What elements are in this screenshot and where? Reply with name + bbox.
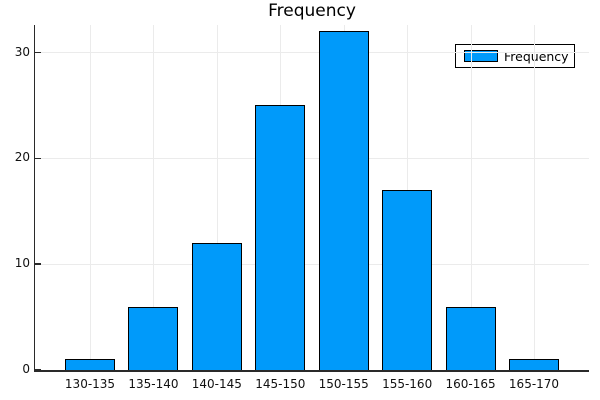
vertical-gridline — [153, 25, 155, 370]
y-axis-line — [33, 25, 35, 372]
chart-title: Frequency — [268, 1, 356, 21]
bar — [128, 306, 179, 370]
bar — [255, 105, 306, 370]
horizontal-gridline — [35, 263, 589, 265]
x-tick-label: 150-155 — [318, 377, 369, 391]
y-tick-label: 10 — [14, 256, 30, 271]
legend-swatch-icon — [464, 50, 498, 62]
y-tick-label: 0 — [22, 362, 30, 376]
vertical-gridline — [90, 25, 91, 370]
x-tick-label: 155-160 — [382, 377, 433, 391]
vertical-gridline — [216, 25, 218, 370]
bar — [191, 243, 242, 370]
x-tick-label: 130-135 — [64, 377, 116, 391]
x-tick-label: 135-140 — [128, 377, 179, 391]
y-tick-label: 30 — [14, 44, 30, 59]
horizontal-gridline — [35, 52, 589, 53]
y-tick-label: 20 — [14, 150, 30, 165]
legend: Frequency — [455, 44, 575, 68]
bar — [382, 190, 433, 370]
horizontal-gridline — [35, 157, 589, 159]
legend-label: Frequency — [504, 48, 569, 64]
x-tick-label: 140-145 — [191, 377, 242, 391]
bar — [509, 359, 559, 370]
x-tick-label: 165-170 — [508, 377, 560, 391]
bar — [445, 306, 496, 370]
x-tick-label: 160-165 — [445, 377, 496, 391]
bar — [65, 359, 115, 370]
y-tick-mark — [35, 157, 41, 160]
x-axis-line — [33, 370, 589, 372]
vertical-gridline — [534, 25, 535, 370]
y-tick-mark — [35, 51, 41, 54]
x-tick-label: 145-150 — [255, 377, 306, 391]
vertical-gridline — [470, 25, 472, 370]
y-tick-mark — [35, 263, 41, 265]
bar — [318, 31, 369, 370]
